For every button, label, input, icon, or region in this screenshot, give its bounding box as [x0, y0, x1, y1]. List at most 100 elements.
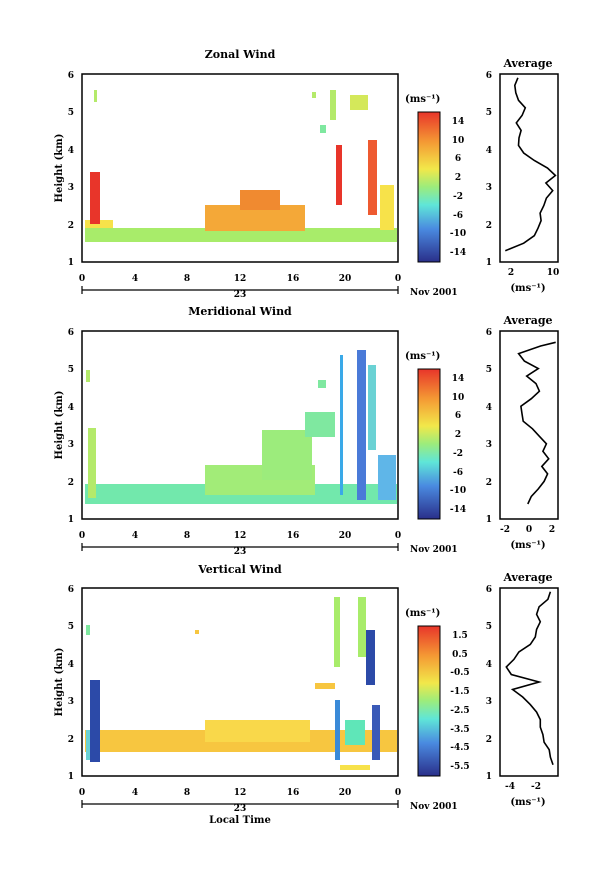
avg-frame: [499, 587, 559, 777]
avg-x-tick-label: -2: [531, 782, 541, 792]
heatmap-cells: [85, 90, 397, 242]
y-tick-label: 2: [68, 735, 74, 745]
colorbar-tick-label: -10: [450, 486, 466, 496]
avg-y-ticks: 1 2 3 4 5 6: [486, 71, 492, 268]
panel-title: Vertical Wind: [197, 563, 282, 576]
plot-frame: [81, 587, 399, 777]
avg-x-tick-label: -2: [500, 525, 510, 535]
avg-x-tick-label: -4: [505, 782, 515, 792]
panel-vertical: Vertical Wind Height (km) 1 2 3 4 5 6: [54, 563, 559, 826]
y-tick-label: 5: [486, 622, 492, 632]
y-tick-label: 4: [486, 403, 492, 413]
y-tick-label: 4: [68, 403, 74, 413]
avg-unit-label: (ms⁻¹): [510, 283, 545, 294]
colorbar-ticks: 1.5 0.5 -0.5 -1.5 -2.5 -3.5 -4.5 -5.5: [450, 631, 469, 772]
y-tick-label: 5: [68, 622, 74, 632]
x-tick-label: 8: [184, 274, 190, 284]
colorbar-tick-label: -6: [453, 211, 463, 221]
x-tick-label: 4: [132, 788, 138, 798]
x-tick-label: 0: [395, 274, 401, 284]
avg-x-tick-label: 0: [526, 525, 532, 535]
avg-frame: [499, 330, 559, 520]
x-tick-label: 20: [339, 788, 352, 798]
y-tick-label: 2: [68, 478, 74, 488]
colorbar-tick-label: -14: [450, 505, 466, 515]
avg-title: Average: [502, 571, 552, 584]
x-tick-label: 4: [132, 531, 138, 541]
x-tick-label: 0: [79, 531, 85, 541]
x-tick-label: 20: [339, 531, 352, 541]
x-tick-label: 0: [395, 788, 401, 798]
month-label: Nov 2001: [410, 802, 458, 812]
y-ticks: 1 2 3 4 5 6: [68, 71, 74, 268]
x-axis-label: Local Time: [209, 815, 271, 826]
avg-title: Average: [502, 314, 552, 327]
plot-frame: [81, 330, 399, 520]
panel-meridional: Meridional Wind Height (km) 1 2 3 4 5 6 …: [54, 305, 559, 557]
y-ticks: 1 2 3 4 5 6: [68, 585, 74, 782]
colorbar-tick-label: 2: [455, 430, 461, 440]
date-bar: 23 Nov 2001 Local Time: [81, 800, 458, 826]
y-tick-label: 6: [68, 585, 74, 595]
y-tick-label: 2: [486, 478, 492, 488]
avg-y-ticks: 1 2 3 4 5 6: [486, 328, 492, 525]
x-tick-label: 12: [234, 274, 247, 284]
heatmap-cells: [85, 597, 397, 770]
x-tick-label: 16: [287, 788, 300, 798]
colorbar-tick-label: 6: [455, 411, 461, 421]
month-label: Nov 2001: [410, 545, 458, 555]
x-tick-label: 16: [287, 274, 300, 284]
average-profile-line: [505, 591, 554, 765]
y-axis-label: Height (km): [54, 134, 65, 203]
y-tick-label: 1: [486, 515, 492, 525]
y-tick-label: 3: [68, 697, 74, 707]
y-tick-label: 5: [68, 108, 74, 118]
x-ticks: 0 4 8 12 16 20 0: [79, 788, 401, 798]
colorbar-tick-label: -14: [450, 248, 466, 258]
heatmap-cells: [85, 350, 397, 504]
colorbar-ticks: 14 10 6 2 -2 -6 -10 -14: [450, 117, 466, 258]
x-tick-label: 16: [287, 531, 300, 541]
colorbar-tick-label: 6: [455, 154, 461, 164]
y-tick-label: 4: [486, 146, 492, 156]
y-tick-label: 2: [68, 221, 74, 231]
y-tick-label: 6: [68, 328, 74, 338]
x-ticks: 0 4 8 12 16 20 0: [79, 274, 401, 284]
y-tick-label: 1: [68, 772, 74, 782]
y-tick-label: 2: [486, 735, 492, 745]
avg-unit-label: (ms⁻¹): [510, 797, 545, 808]
day-label: 23: [234, 290, 247, 300]
colorbar: [417, 111, 441, 263]
date-bar: 23 Nov 2001: [81, 543, 458, 557]
avg-x-tick-label: 2: [549, 525, 555, 535]
colorbar-tick-label: -2.5: [450, 706, 469, 716]
colorbar-tick-label: -2: [453, 449, 463, 459]
average-profile-line: [504, 77, 557, 252]
colorbar-tick-label: -5.5: [450, 762, 469, 772]
y-tick-label: 6: [486, 328, 492, 338]
avg-x-ticks: 2 10: [508, 268, 559, 278]
colorbar-tick-label: -4.5: [450, 743, 469, 753]
y-tick-label: 2: [486, 221, 492, 231]
y-tick-label: 5: [486, 365, 492, 375]
colorbar-tick-label: -2: [453, 192, 463, 202]
colorbar-tick-label: 10: [452, 393, 465, 403]
y-tick-label: 4: [68, 146, 74, 156]
avg-frame: [499, 73, 559, 263]
avg-unit-label: (ms⁻¹): [510, 540, 545, 551]
date-bar: 23 Nov 2001: [81, 286, 458, 300]
y-tick-label: 5: [68, 365, 74, 375]
colorbar-tick-label: -3.5: [450, 725, 469, 735]
panel-zonal: Zonal Wind Height (km) 1 2 3 4 5 6: [54, 48, 559, 300]
colorbar-tick-label: -1.5: [450, 687, 469, 697]
x-tick-label: 12: [234, 788, 247, 798]
colorbar-ticks: 14 10 6 2 -2 -6 -10 -14: [450, 374, 466, 515]
avg-x-ticks: -4 -2: [505, 782, 541, 792]
y-tick-label: 4: [68, 660, 74, 670]
y-tick-label: 1: [68, 258, 74, 268]
month-label: Nov 2001: [410, 288, 458, 298]
y-tick-label: 6: [68, 71, 74, 81]
panel-title: Zonal Wind: [205, 48, 276, 61]
y-tick-label: 3: [486, 697, 492, 707]
colorbar-tick-label: 2: [455, 173, 461, 183]
